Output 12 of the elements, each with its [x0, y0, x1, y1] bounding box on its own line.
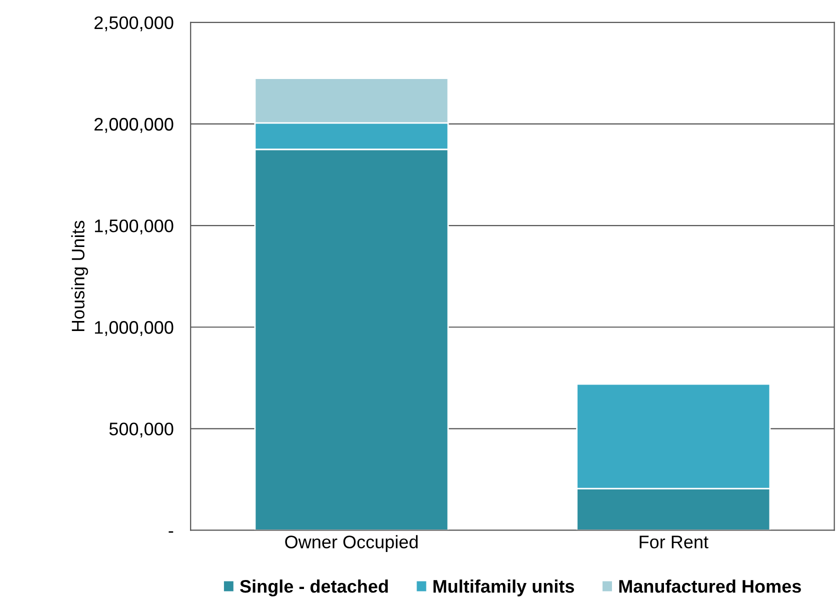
y-tick-label: - [168, 531, 174, 533]
y-tick-label: 2,000,000 [94, 118, 174, 133]
y-tick-label: 2,500,000 [94, 16, 174, 32]
y-tick-label: 1,000,000 [95, 321, 174, 336]
x-tick-label: Owner Occupied [285, 535, 418, 552]
legend-label: Single - detached [240, 580, 388, 596]
x-tick-label: For Rent [640, 536, 708, 548]
legend-label: Multifamily units [434, 580, 574, 596]
y-axis-title: Housing Units [71, 220, 88, 332]
y-tick-label: 500,000 [109, 422, 174, 438]
legend-label: Manufactured Homes [619, 580, 801, 593]
y-tick-label: 1,500,000 [95, 219, 174, 234]
